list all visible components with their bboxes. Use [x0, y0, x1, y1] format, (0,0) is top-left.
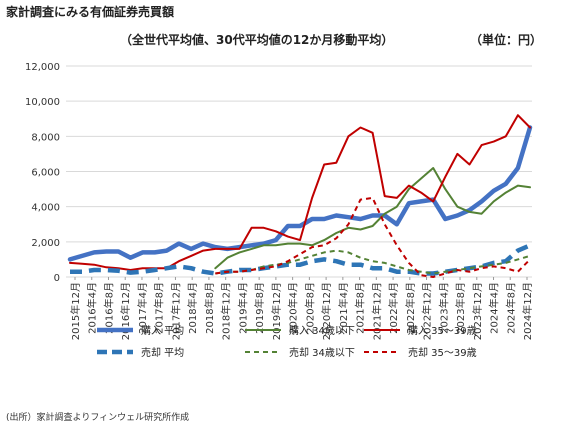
series-line: [214, 167, 531, 270]
chart-title: 家計調査にみる有価証券売買額: [6, 5, 175, 19]
y-tick-label: 12,000: [25, 62, 60, 73]
x-tick-label: 2019年8月: [253, 282, 266, 334]
x-tick-label: 2020年12月: [320, 282, 333, 340]
x-tick-label: 2024年8月: [504, 282, 517, 334]
x-tick-label: 2021年4月: [337, 282, 350, 334]
x-tick-label: 2024年12月: [521, 282, 534, 340]
x-tick-label: 2023年4月: [437, 282, 450, 334]
series-line: [67, 125, 533, 262]
x-tick-label: 2023年12月: [471, 282, 484, 340]
x-tick-label: 2015年12月: [69, 282, 82, 340]
x-tick-label: 2023年8月: [454, 282, 467, 334]
source-note: (出所）家計調査よりフィンウェル研究所作成: [6, 413, 190, 423]
y-tick-label: 8,000: [31, 132, 60, 143]
series-line: [215, 196, 531, 278]
y-tick-label: 4,000: [31, 203, 60, 214]
x-tick-label: 2017年4月: [136, 282, 149, 334]
x-tick-label: 2022年12月: [421, 282, 434, 340]
x-tick-label: 2018年4月: [186, 282, 199, 334]
y-tick-label: 2,000: [31, 238, 60, 249]
x-tick-label: 2016年8月: [102, 282, 115, 334]
legend-label: 購入 34歳以下: [289, 324, 355, 337]
legend-label: 売却 平均: [141, 346, 184, 359]
x-tick-label: 2020年8月: [303, 282, 316, 334]
x-tick-label: 2022年4月: [387, 282, 400, 334]
series-line: [69, 114, 531, 271]
x-tick-label: 2017年8月: [153, 282, 166, 334]
x-tick-label: 2018年12月: [220, 282, 233, 340]
x-tick-label: 2021年8月: [354, 282, 367, 334]
y-tick-label: 10,000: [25, 97, 60, 108]
y-tick-label: 0: [54, 273, 60, 284]
legend-label: 売却 34歳以下: [289, 346, 355, 359]
x-tick-label: 2024年4月: [488, 282, 501, 334]
x-tick-label: 2016年4月: [86, 282, 99, 334]
x-tick-label: 2018年8月: [203, 282, 216, 334]
legend-label: 購入 35～39歳: [408, 324, 477, 337]
x-tick-label: 2019年12月: [270, 282, 283, 340]
x-tick-label: 2020年4月: [287, 282, 300, 334]
x-tick-label: 2021年12月: [370, 282, 383, 340]
x-tick-label: 2016年12月: [119, 282, 132, 340]
x-tick-label: 2019年4月: [236, 282, 249, 334]
x-tick-label: 2017年12月: [169, 282, 182, 340]
chart-subtitle: （全世代平均値、30代平均値の12か月移動平均）: [120, 33, 394, 47]
legend-label: 売却 35～39歳: [408, 346, 477, 359]
y-tick-label: 6,000: [31, 168, 60, 179]
legend-label: 購入 平均: [141, 324, 184, 337]
unit-label: （単位：円）: [470, 33, 543, 47]
x-tick-label: 2022年8月: [404, 282, 417, 334]
